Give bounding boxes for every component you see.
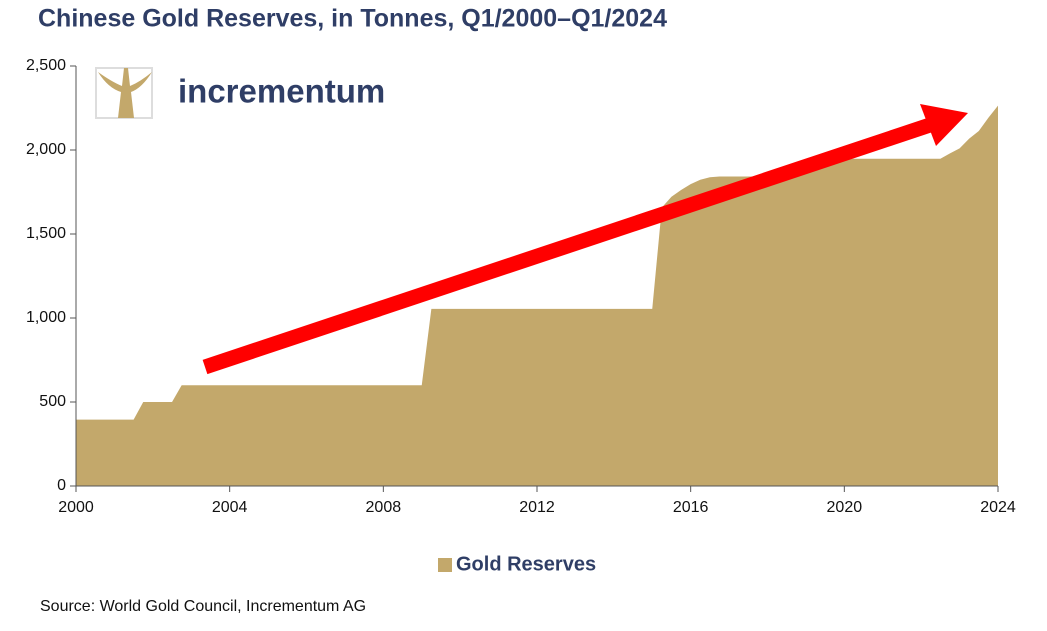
- y-tick-label: 1,000: [26, 309, 66, 326]
- y-tick-label: 500: [39, 393, 66, 410]
- logo: incrementum: [95, 67, 385, 119]
- source-note: Source: World Gold Council, Incrementum …: [40, 598, 366, 615]
- legend-swatch: [438, 558, 452, 572]
- x-tick-label: 2012: [519, 499, 555, 516]
- y-tick-label: 1,500: [26, 225, 66, 242]
- trend-arrow-head: [920, 104, 968, 146]
- x-tick-label: 2008: [366, 499, 402, 516]
- x-tick-label: 2004: [212, 499, 248, 516]
- plot-area: [76, 105, 998, 486]
- chart-title: Chinese Gold Reserves, in Tonnes, Q1/200…: [38, 5, 667, 33]
- y-tick-label: 0: [57, 477, 66, 494]
- x-tick-label: 2000: [58, 499, 94, 516]
- logo-text: incrementum: [178, 73, 385, 110]
- logo-tree: [98, 68, 152, 118]
- x-tick-label: 2016: [673, 499, 709, 516]
- x-tick-label: 2020: [827, 499, 863, 516]
- x-tick-label: 2024: [980, 499, 1016, 516]
- trend-arrow: [202, 117, 933, 375]
- area: [76, 105, 998, 486]
- y-tick-label: 2,500: [26, 57, 66, 74]
- legend-label: Gold Reserves: [456, 553, 596, 575]
- y-tick-label: 2,000: [26, 141, 66, 158]
